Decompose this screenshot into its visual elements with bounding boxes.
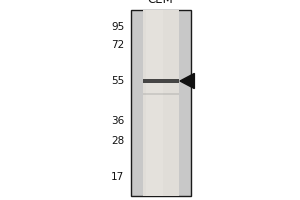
Text: 55: 55 (111, 76, 124, 86)
Text: CEM: CEM (148, 0, 173, 6)
Bar (146, 10, 164, 196)
Text: 95: 95 (111, 22, 124, 32)
Text: 36: 36 (111, 116, 124, 126)
Bar (142, 10, 178, 196)
Bar (142, 79, 178, 83)
Bar (130, 10, 190, 196)
Bar (142, 93, 178, 95)
Text: 28: 28 (111, 136, 124, 146)
Polygon shape (180, 73, 194, 89)
Text: 17: 17 (111, 172, 124, 182)
Text: 72: 72 (111, 40, 124, 50)
